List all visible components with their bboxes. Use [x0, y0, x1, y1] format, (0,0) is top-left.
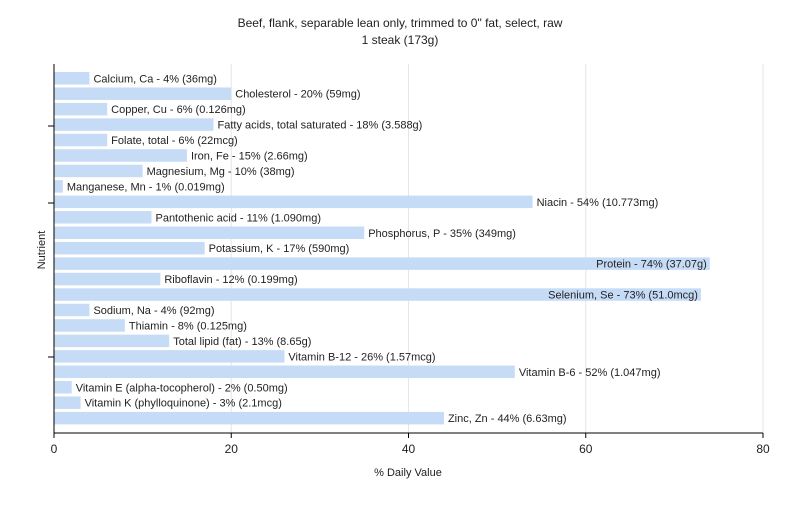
- bars: Calcium, Ca - 4% (36mg) Cholesterol - 20%…: [54, 72, 710, 425]
- bar: [54, 396, 81, 409]
- bar: [54, 303, 90, 317]
- bar: [54, 381, 72, 394]
- bar: [54, 72, 90, 85]
- bar: [54, 411, 444, 425]
- bar: [54, 87, 232, 100]
- bar: [54, 133, 108, 147]
- bar-label: Fatty acids, total saturated - 18% (3.58…: [218, 120, 423, 132]
- bar-label: Copper, Cu - 6% (0.126mg): [111, 104, 246, 116]
- bar-label: Phosphorus, P - 35% (349mg): [368, 228, 516, 240]
- bar-label: Vitamin B-6 - 52% (1.047mg): [519, 367, 661, 379]
- bar-label: Vitamin B-12 - 26% (1.57mcg): [288, 351, 435, 363]
- x-tick-label: 60: [579, 442, 593, 456]
- bar: [54, 102, 108, 116]
- bar: [54, 288, 701, 301]
- bar: [54, 334, 170, 348]
- bar-label: Riboflavin - 12% (0.199mg): [164, 274, 297, 286]
- x-axis-label: % Daily Value: [374, 467, 442, 479]
- bar: [54, 149, 187, 162]
- bar-label: Pantothenic acid - 11% (1.090mg): [155, 212, 320, 224]
- bar-label: Vitamin E (alpha-tocopherol) - 2% (0.50m…: [76, 382, 288, 394]
- bar-label: Protein - 74% (37.07g): [596, 259, 707, 271]
- bar-label: Thiamin - 8% (0.125mg): [129, 320, 247, 332]
- bar-label: Iron, Fe - 15% (2.66mg): [191, 151, 308, 163]
- x-tick-label: 40: [402, 442, 416, 456]
- bar: [54, 365, 515, 379]
- bar: [54, 118, 214, 131]
- y-axis-label: Nutrient: [36, 231, 48, 270]
- bar-label: Niacin - 54% (10.773mg): [537, 197, 659, 209]
- bar-label: Manganese, Mn - 1% (0.019mg): [67, 181, 225, 193]
- x-tick-label: 0: [51, 442, 58, 456]
- bar: [54, 164, 143, 178]
- bar: [54, 180, 63, 193]
- bar-label: Sodium, Na - 4% (92mg): [93, 305, 214, 317]
- bar: [54, 226, 365, 239]
- bar: [54, 350, 285, 363]
- bar-label: Magnesium, Mg - 10% (38mg): [147, 166, 295, 178]
- bar-label: Selenium, Se - 73% (51.0mcg): [548, 290, 698, 302]
- bar: [54, 195, 533, 209]
- bar: [54, 319, 125, 332]
- bar-label: Vitamin K (phylloquinone) - 3% (2.1mcg): [85, 398, 282, 410]
- bar-label: Folate, total - 6% (22mcg): [111, 135, 238, 147]
- bar-label: Calcium, Ca - 4% (36mg): [93, 73, 216, 85]
- bar-label: Potassium, K - 17% (590mg): [209, 243, 350, 255]
- bar: [54, 272, 161, 286]
- bar-label: Cholesterol - 20% (59mg): [235, 89, 360, 101]
- x-tick-label: 80: [756, 442, 770, 456]
- chart-title: Beef, flank, separable lean only, trimme…: [238, 16, 563, 30]
- axes: 0 20 40 60 80: [48, 64, 770, 456]
- x-tick-label: 20: [225, 442, 239, 456]
- bar: [54, 257, 710, 270]
- bar: [54, 211, 152, 224]
- bar-label: Total lipid (fat) - 13% (8.65g): [173, 336, 311, 348]
- bar: [54, 241, 205, 255]
- chart-subtitle: 1 steak (173g): [362, 33, 439, 47]
- bar-label: Zinc, Zn - 44% (6.63mg): [448, 413, 567, 425]
